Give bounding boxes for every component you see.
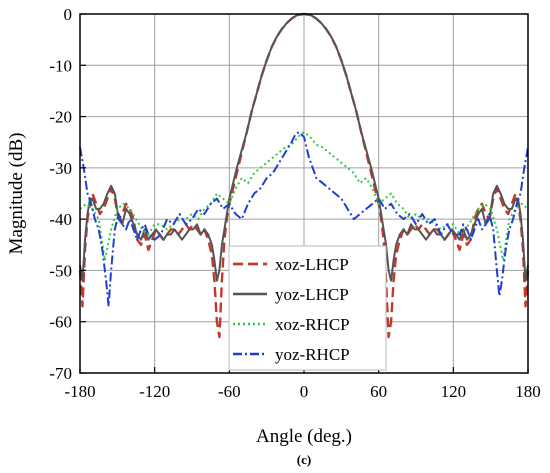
x-axis-title: Angle (deg.): [256, 426, 352, 447]
legend-label: xoz-RHCP: [275, 315, 350, 334]
y-axis-title: Magnitude (dB): [6, 133, 27, 255]
series-line-xoz-rhcp: [79, 131, 529, 262]
y-tick-label: -50: [49, 261, 72, 280]
x-tick-label: -180: [64, 382, 95, 401]
x-tick-label: -60: [218, 382, 241, 401]
y-tick-label: -60: [49, 313, 72, 332]
x-tick-label: 120: [441, 382, 467, 401]
y-tick-label: -70: [49, 364, 72, 383]
y-tick-label: -30: [49, 159, 72, 178]
legend-label: yoz-RHCP: [275, 345, 350, 364]
x-tick-label: 0: [300, 382, 309, 401]
y-tick-label: -40: [49, 210, 72, 229]
x-tick-label: 60: [370, 382, 387, 401]
y-tick-label: -20: [49, 108, 72, 127]
x-tick-label: -120: [139, 382, 170, 401]
legend-box: [228, 245, 387, 371]
legend-label: xoz-LHCP: [275, 255, 349, 274]
figure-caption: (c): [297, 452, 311, 467]
series-line-yoz-rhcp: [79, 131, 529, 308]
x-tick-label: 180: [515, 382, 541, 401]
legend-label: yoz-LHCP: [275, 285, 349, 304]
y-tick-label: 0: [64, 5, 73, 24]
axis-ticks: -180 -120 -60 0 60 120 180 0 -10 -20 -30 -40 -50 -60 -…: [49, 5, 540, 401]
legend: xoz-LHCP yoz-LHCP xoz-RHCP yoz-RHCP: [228, 245, 387, 371]
y-tick-label: -10: [49, 56, 72, 75]
